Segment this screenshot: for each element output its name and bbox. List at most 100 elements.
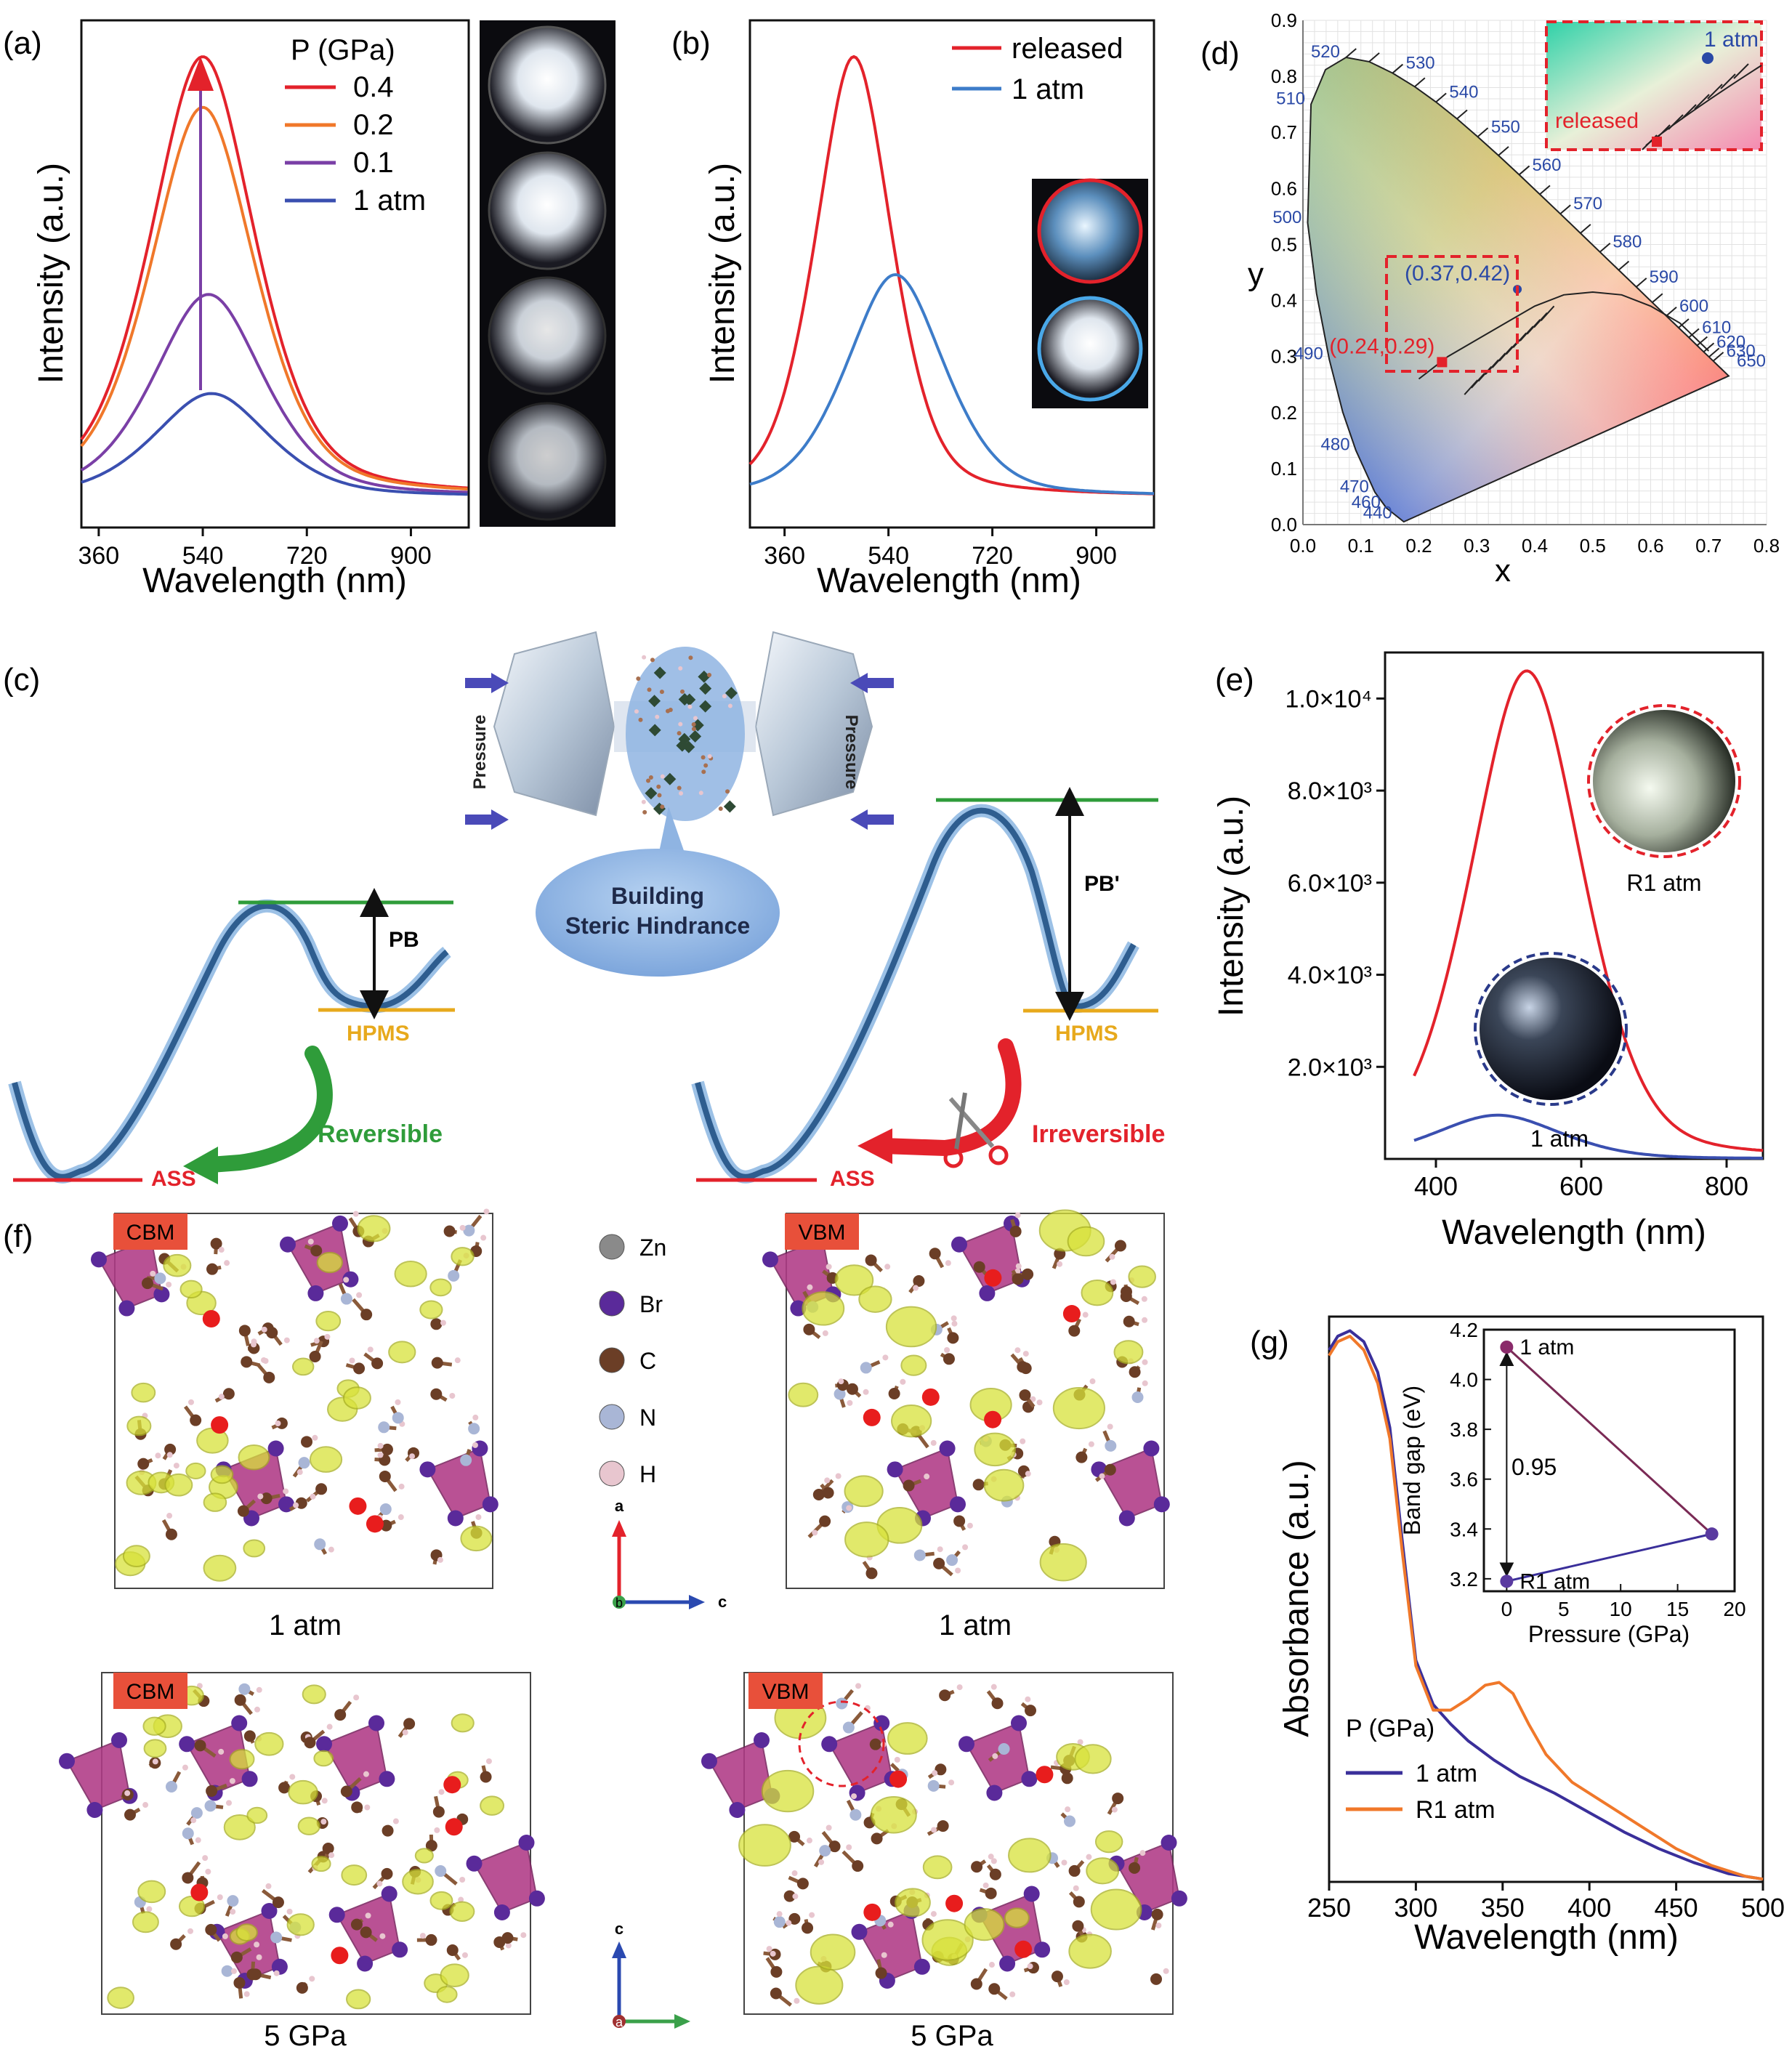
f-h-atom — [887, 1921, 894, 1928]
panel-g-frame — [1328, 1315, 1764, 1883]
left-hpms-label: HPMS — [347, 1022, 410, 1046]
panel-b-xticks: 360 540 720 900 — [764, 528, 1117, 570]
f-c-atom — [1012, 1273, 1024, 1285]
irreversible-arrowhead — [857, 1128, 892, 1164]
f-highlight-atom — [1014, 1940, 1033, 1958]
panel-g-xtick-label: 450 — [1655, 1893, 1698, 1923]
f-c-atom — [1061, 1772, 1073, 1785]
f-c-atom — [190, 1414, 202, 1426]
f-br-atom — [118, 1300, 135, 1317]
f-c-atom — [448, 1269, 460, 1282]
d-wavelength-label: 480 — [1321, 435, 1350, 454]
f-h-atom — [846, 1844, 852, 1851]
d-ytick-label: 0.6 — [1271, 177, 1297, 199]
f-h-atom — [182, 1764, 188, 1771]
inset-xtick-label: 20 — [1723, 1598, 1745, 1620]
d-point-label: (0.37,0.42) — [1405, 262, 1510, 286]
molecule-atom — [660, 804, 665, 809]
pressure-label-right: Pressure — [841, 715, 861, 790]
f-isosurface — [419, 1300, 443, 1319]
molecule-atom — [718, 807, 723, 812]
f-isosurface — [235, 1923, 258, 1941]
f-c-atom — [935, 1763, 947, 1776]
f-h-atom — [205, 1868, 211, 1875]
photo-04gpa — [488, 25, 607, 145]
caption-cbm-1atm: 1 atm — [269, 1609, 342, 1641]
molecule-atom — [634, 709, 639, 714]
f-h-atom — [254, 1706, 261, 1713]
f-isosurface — [922, 1855, 953, 1880]
axis-bottom-center: a — [616, 2015, 623, 2029]
f-highlight-atom — [445, 1818, 463, 1836]
f-c-atom — [378, 1421, 390, 1434]
f-c-atom — [210, 1237, 222, 1250]
f-isosurface — [286, 1913, 315, 1936]
f-h-atom — [822, 1330, 828, 1336]
f-c-atom — [1112, 1793, 1124, 1805]
f-isosurface — [163, 1253, 192, 1277]
f-isosurface — [1090, 1888, 1142, 1931]
d-wavelength-label: 550 — [1491, 117, 1520, 137]
cie-wl-tick — [1414, 77, 1426, 88]
f-h-atom — [472, 1442, 478, 1448]
f-c-atom — [206, 1785, 218, 1797]
f-c-atom — [194, 1739, 206, 1752]
right-pb-label: PB' — [1084, 872, 1120, 896]
molecule-tetrahedron — [699, 682, 712, 695]
f-h-atom — [224, 1260, 230, 1266]
f-c-atom — [1104, 1463, 1116, 1476]
f-isosurface — [394, 1260, 427, 1288]
f-isosurface — [164, 1473, 193, 1497]
f-h-atom — [265, 1883, 272, 1889]
cie-horseshoe-outline — [1307, 56, 1730, 523]
f-h-atom — [809, 1912, 815, 1918]
d-wavelength-label: 500 — [1272, 208, 1301, 227]
f-c-atom — [970, 1978, 982, 1990]
f-h-atom — [966, 1522, 973, 1529]
f-isosurface — [974, 1432, 1017, 1467]
f-c-atom — [249, 1968, 262, 1981]
f-c-atom — [309, 1350, 321, 1362]
panel-a-legend-label: 0.1 — [353, 147, 394, 179]
molecule-atom — [680, 689, 685, 694]
caption-cbm-5gpa: 5 GPa — [264, 2020, 347, 2049]
f-h-atom — [166, 1452, 173, 1458]
f-br-atom — [91, 1251, 107, 1268]
left-pb-label: PB — [389, 928, 419, 952]
f-h-atom — [1155, 1922, 1162, 1928]
f-c-atom — [206, 1263, 218, 1275]
f-isosurface — [131, 1382, 156, 1403]
legend-label-h: H — [639, 1461, 656, 1487]
d-xtick-label: 0.4 — [1522, 535, 1548, 557]
f-h-atom — [326, 1723, 333, 1730]
f-h-atom — [352, 1211, 359, 1217]
f-isosurface — [1008, 1838, 1052, 1873]
panel-a-series-02 — [80, 105, 468, 491]
cie-planckian-locus — [1418, 291, 1709, 380]
f-h-atom — [776, 1911, 783, 1917]
f-isosurface — [357, 1215, 391, 1242]
f-h-atom — [807, 1284, 813, 1290]
f-br-atom — [851, 1923, 868, 1940]
d-ytick-label: 0.3 — [1271, 346, 1297, 368]
panel-f: CBM VBM CBM VBM 1 atm 1 atm 5 GPa 5 GPa … — [59, 1208, 1187, 2049]
molecule-atom — [677, 785, 682, 791]
f-h-atom — [1065, 1806, 1071, 1813]
f-c-atom — [846, 1383, 858, 1395]
panel-label-d: (d) — [1200, 36, 1240, 71]
f-highlight-atom — [863, 1903, 881, 1921]
f-isosurface — [460, 1525, 493, 1552]
f-c-atom — [1150, 1973, 1163, 1985]
f-h-atom — [937, 1546, 943, 1553]
f-h-atom — [230, 1968, 237, 1974]
f-h-atom — [229, 1778, 235, 1785]
photo-r1atm — [1593, 710, 1735, 852]
f-h-atom — [459, 1876, 466, 1883]
molecule-atom — [678, 722, 683, 727]
f-h-atom — [254, 1941, 260, 1948]
panel-e-series-R1atm — [1413, 669, 1764, 1152]
f-h-atom — [990, 1684, 997, 1690]
f-h-atom — [1141, 1296, 1147, 1302]
f-h-atom — [792, 1893, 799, 1899]
molecule-tetrahedron — [723, 800, 736, 813]
